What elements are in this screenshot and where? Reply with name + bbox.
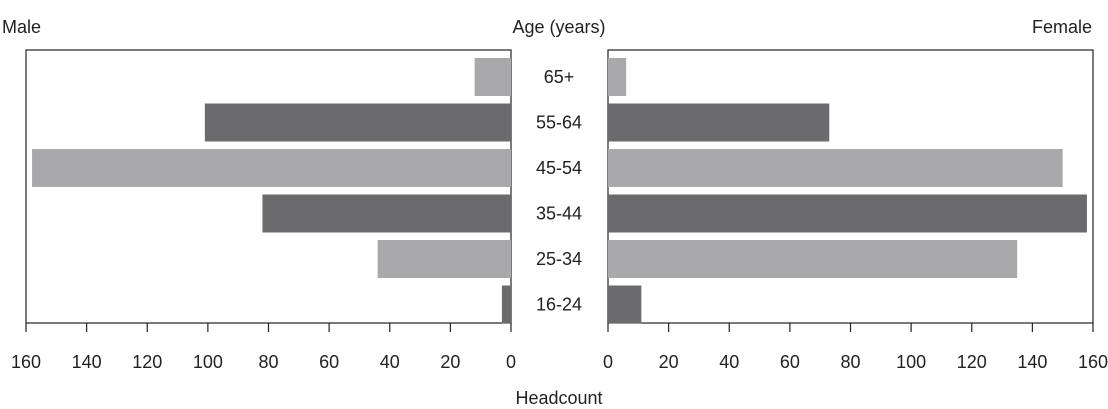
male-tick-label: 120 (132, 352, 162, 372)
female-bar-55-64 (608, 103, 830, 142)
female-tick-label: 160 (1078, 352, 1108, 372)
female-tick-label: 20 (659, 352, 679, 372)
age-category-label: 25-34 (536, 249, 582, 269)
female-panel-label: Female (1032, 17, 1092, 37)
female-tick-label: 0 (603, 352, 613, 372)
x-axis-title: Headcount (515, 388, 602, 408)
age-category-label: 55-64 (536, 113, 582, 133)
age-category-labels: 65+ 55-64 45-54 35-44 25-34 16-24 (536, 67, 582, 315)
male-bar-45-54 (32, 149, 511, 187)
male-bar-55-64 (204, 103, 511, 142)
male-tick-label: 160 (11, 352, 41, 372)
male-tick-label: 20 (440, 352, 460, 372)
male-bar-16-24 (501, 285, 511, 324)
center-axis-title: Age (years) (512, 17, 605, 37)
bars-layer (32, 58, 1087, 324)
male-tick-label: 60 (319, 352, 339, 372)
x-axis-ticks: 0 0 20 20 40 40 60 60 80 80 100 100 120 120 140 140 160 1… (11, 323, 1108, 372)
female-tick-label: 140 (1017, 352, 1047, 372)
male-tick-label: 40 (380, 352, 400, 372)
male-tick-label: 0 (506, 352, 516, 372)
female-tick-label: 120 (957, 352, 987, 372)
age-category-label: 65+ (544, 67, 575, 87)
female-bar-65+ (608, 58, 627, 96)
female-bar-45-54 (608, 149, 1063, 187)
female-bar-25-34 (608, 240, 1018, 278)
female-bar-35-44 (608, 194, 1087, 233)
male-panel-label: Male (2, 17, 41, 37)
age-category-label: 45-54 (536, 158, 582, 178)
male-tick-label: 140 (72, 352, 102, 372)
male-tick-label: 80 (258, 352, 278, 372)
female-tick-label: 80 (840, 352, 860, 372)
male-bar-35-44 (262, 194, 511, 233)
female-tick-label: 100 (896, 352, 926, 372)
male-bar-65+ (474, 58, 511, 96)
age-category-label: 35-44 (536, 204, 582, 224)
male-bar-25-34 (377, 240, 511, 278)
female-tick-label: 60 (780, 352, 800, 372)
female-bar-16-24 (608, 285, 642, 324)
female-tick-label: 40 (719, 352, 739, 372)
male-tick-label: 100 (193, 352, 223, 372)
age-category-label: 16-24 (536, 295, 582, 315)
